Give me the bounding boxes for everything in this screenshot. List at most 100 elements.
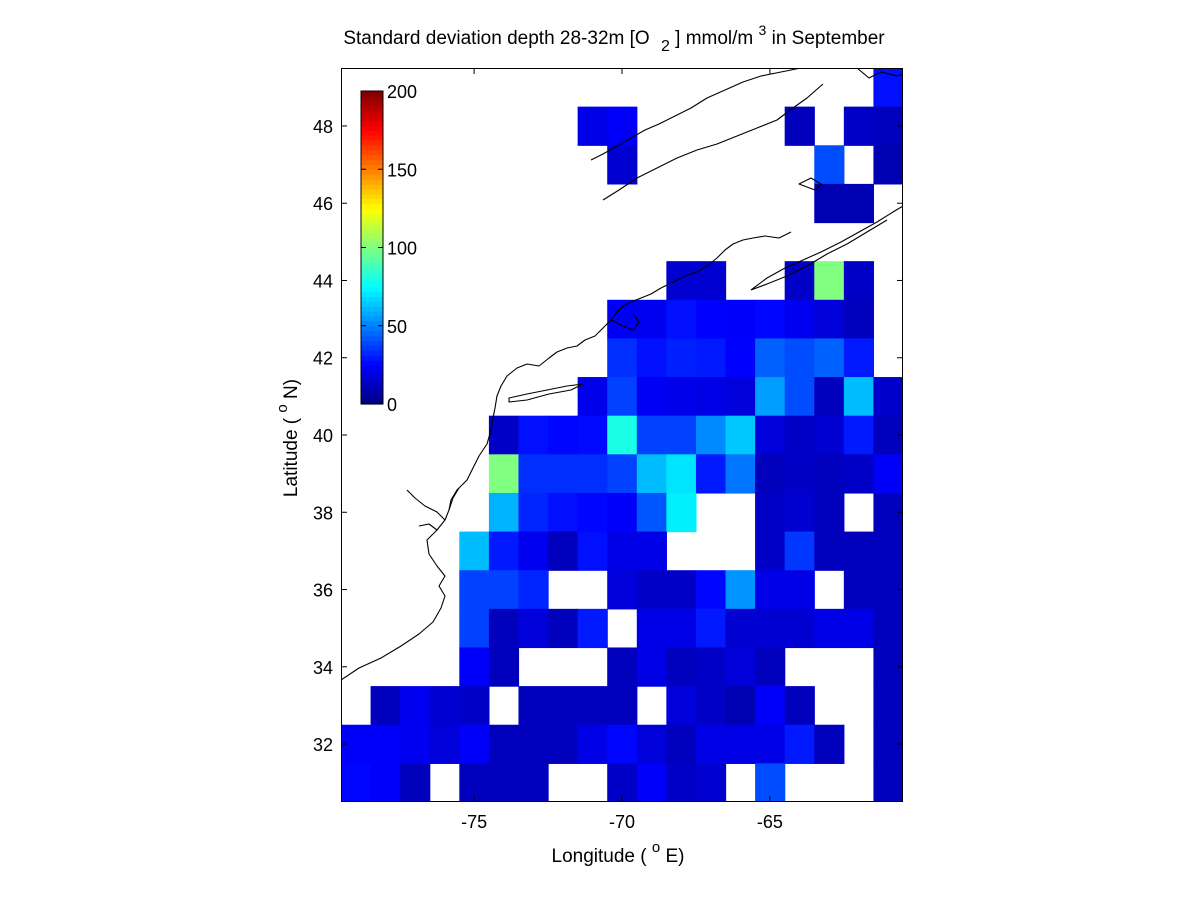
coastline-st-lawrence	[590, 68, 824, 201]
heatmap-cell	[843, 261, 875, 301]
heatmap-cell	[814, 338, 845, 378]
heatmap-cell	[784, 106, 815, 146]
colorbar-segment	[361, 345, 383, 351]
heatmap-cell	[695, 763, 727, 802]
heatmap-cell	[548, 608, 579, 649]
heatmap-cell	[814, 724, 845, 764]
colorbar-segment	[361, 320, 383, 327]
heatmap-cell	[843, 415, 875, 455]
heatmap-cell	[636, 415, 667, 455]
x-tick-label: -65	[757, 812, 783, 832]
heatmap-cell	[873, 454, 903, 494]
heatmap-cell	[666, 608, 697, 649]
colorbar-segment	[361, 154, 383, 161]
heatmap-cell	[370, 763, 401, 802]
heatmap-cell	[577, 724, 608, 764]
heatmap-cell	[607, 531, 638, 571]
heatmap-cell	[873, 68, 903, 108]
heatmap-cell	[607, 415, 638, 455]
heatmap-cell	[666, 492, 697, 533]
heatmap-cell	[607, 338, 638, 378]
colorbar-segment	[361, 183, 383, 190]
heatmap-cell	[548, 531, 579, 571]
heatmap-cell	[400, 686, 431, 726]
heatmap-cell	[459, 724, 490, 764]
colorbar-segment	[361, 100, 383, 107]
heatmap-cell	[843, 608, 875, 649]
colorbar-segment	[361, 276, 383, 283]
colorbar-segment	[361, 179, 383, 185]
heatmap-cell	[666, 686, 697, 726]
heatmap-cell	[814, 183, 845, 224]
colorbar-segment	[361, 164, 383, 170]
y-tick-label: 34	[313, 658, 333, 678]
heatmap-cell	[784, 338, 815, 378]
heatmap-cell	[548, 686, 579, 726]
heatmap-cell	[814, 492, 845, 533]
colorbar-segment	[361, 135, 383, 141]
heatmap-cell	[607, 763, 638, 802]
colorbar-segment	[361, 223, 383, 229]
heatmap-cell	[873, 377, 903, 417]
colorbar-segment	[361, 110, 383, 117]
heatmap-cell	[548, 454, 579, 494]
heatmap-cell	[577, 106, 608, 146]
heatmap-cell	[725, 377, 756, 417]
colorbar-segment	[361, 355, 383, 361]
colorbar-ticks: 0 50 100 150 200	[361, 82, 417, 415]
colorbar-segment	[361, 188, 383, 195]
heatmap-cell	[695, 686, 727, 726]
heatmap-cell	[636, 454, 667, 494]
colorbar	[360, 90, 384, 405]
colorbar-segment	[361, 281, 383, 288]
heatmap-cell	[755, 608, 786, 649]
heatmap-cell	[784, 531, 815, 571]
heatmap-cell	[518, 454, 549, 494]
colorbar-segment	[361, 271, 383, 278]
colorbar-segment	[361, 208, 383, 214]
coastline-cape-cod	[610, 313, 640, 331]
colorbar-tick-label: 150	[387, 160, 417, 180]
heatmap-cell	[784, 299, 815, 340]
y-axis: 32 34 36 38 40 42 44 46 48	[313, 117, 903, 755]
colorbar-segment	[361, 399, 383, 405]
heatmap-cell	[695, 647, 727, 687]
coastline-newfoundland	[798, 68, 903, 191]
heatmap-cell	[725, 454, 756, 494]
heatmap-cell	[459, 763, 490, 802]
y-tick-label: 32	[313, 735, 333, 755]
heatmap-cell	[607, 647, 638, 687]
colorbar-segment	[361, 257, 383, 263]
heatmap-cell	[814, 608, 845, 649]
heatmap-cell	[459, 531, 490, 571]
heatmap-cell	[577, 531, 608, 571]
colorbar-segment	[361, 262, 383, 268]
heatmap-cell	[843, 570, 875, 610]
heatmap-cell	[843, 338, 875, 378]
heatmap-cell	[488, 531, 520, 571]
colorbar-segment	[361, 213, 383, 219]
heatmap-cell	[725, 608, 756, 649]
heatmap-cell	[636, 377, 667, 417]
heatmap-cell	[873, 608, 903, 649]
heatmap-cell	[577, 377, 608, 417]
heatmap-cell	[518, 492, 549, 533]
heatmap-cell	[577, 415, 608, 455]
heatmap-cell	[695, 570, 727, 610]
heatmap-cell	[755, 531, 786, 571]
heatmap-cell	[577, 608, 608, 649]
heatmap-cell	[518, 763, 549, 802]
colorbar-segment	[361, 130, 383, 136]
coastline	[341, 68, 903, 681]
heatmap-cell	[814, 415, 845, 455]
heatmap-cell	[873, 686, 903, 726]
heatmap-cell	[725, 299, 756, 340]
heatmap-cell	[607, 492, 638, 533]
colorbar-segment	[361, 389, 383, 395]
colorbar-tick-label: 0	[387, 395, 397, 415]
heatmap-cell	[814, 145, 845, 185]
coastline-mainland	[341, 231, 792, 681]
heatmap-cell	[755, 454, 786, 494]
heatmap-cell	[577, 454, 608, 494]
